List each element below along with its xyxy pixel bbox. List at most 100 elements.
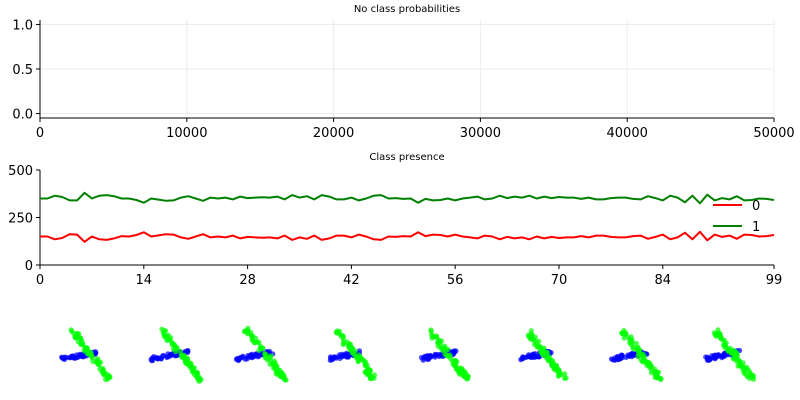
thumbnail-point-green	[262, 351, 268, 357]
thumbnail-point-green	[365, 366, 371, 372]
thumbnail-point-green	[198, 376, 204, 382]
mid-ytick-label: 250	[8, 212, 33, 227]
thumbnail-point-blue	[612, 355, 618, 361]
thumbnail-point-green	[437, 339, 443, 345]
top-ytick-label: 1.0	[12, 18, 33, 33]
thumbnail	[703, 327, 757, 382]
mid-xtick-label: 99	[766, 273, 783, 288]
thumbnail-point-blue	[531, 351, 537, 357]
legend-label-1: 1	[752, 220, 760, 235]
thumbnail-point-green	[540, 352, 546, 358]
thumbnail-point-green	[356, 355, 362, 361]
thumbnail-point-blue	[245, 353, 251, 359]
thumbnail-point-green	[347, 344, 353, 350]
series-line-0	[40, 230, 775, 243]
thumbnail-point-green	[638, 356, 644, 363]
thumbnail	[518, 328, 569, 381]
thumbnail-point-blue	[266, 348, 273, 354]
mid-xtick-label: 0	[36, 273, 44, 288]
thumbnail-point-green	[94, 359, 100, 365]
thumbnail-point-blue	[703, 354, 709, 360]
thumbnail-point-blue	[627, 352, 633, 359]
thumbnail-point-blue	[154, 355, 160, 361]
thumbnail-point-green	[730, 355, 737, 361]
top-chart-title: No class probabilities	[354, 4, 460, 15]
thumbnail-point-blue	[451, 348, 458, 354]
thumbnail-point-green	[649, 367, 655, 373]
thumbnail-point-green	[341, 340, 347, 346]
thumbnail	[233, 325, 289, 383]
thumbnail-point-green	[544, 349, 550, 355]
thumbnail-point-blue	[62, 356, 68, 362]
thumbnail-point-green	[190, 367, 196, 373]
thumbnail-point-green	[278, 373, 284, 380]
thumbnail-point-blue	[342, 353, 348, 359]
thumbnail-point-green	[458, 370, 464, 376]
top-xtick-label: 10000	[166, 126, 207, 141]
thumbnail-point-green	[748, 371, 754, 377]
legend: 0 1	[713, 199, 760, 235]
thumbnail-point-green	[90, 358, 96, 364]
thumbnail-point-blue	[164, 354, 170, 360]
thumbnail-point-blue	[618, 355, 624, 361]
thumbnail-point-green	[543, 355, 550, 361]
thumbnail-point-green	[164, 337, 170, 344]
thumbnail-point-green	[536, 344, 542, 351]
thumbnail-point-green	[715, 327, 721, 333]
thumbnail-point-green	[635, 344, 641, 350]
thumbnail-point-green	[536, 338, 542, 344]
thumbnail-point-green	[169, 342, 175, 348]
top-xtick-label: 30000	[460, 126, 501, 141]
thumbnail-point-green	[737, 362, 744, 368]
thumbnail-point-green	[182, 354, 188, 360]
thumbnail-point-green	[736, 358, 743, 364]
thumbnail-point-green	[461, 373, 467, 379]
thumbnail-point-blue	[518, 357, 524, 363]
thumbnail-point-green	[562, 371, 568, 377]
thumbnail-point-green	[432, 333, 438, 340]
thumbnail-point-green	[334, 330, 340, 336]
thumbnail-point-green	[658, 375, 664, 381]
mid-ytick-label: 0	[25, 259, 33, 274]
thumbnail-point-green	[366, 370, 372, 376]
series-line-1	[40, 191, 775, 205]
class-presence-plot: Class presence 0 14 28 42 56 70 84 99 0 250 500 0 …	[8, 152, 782, 288]
thumbnail	[148, 326, 204, 384]
thumbnail-point-green	[742, 369, 748, 375]
thumbnail-point-green	[271, 358, 277, 364]
thumbnail-point-green	[716, 332, 723, 338]
thumbnail-point-blue	[427, 354, 433, 360]
thumbnail-point-green	[725, 346, 731, 352]
thumbnail-point-green	[191, 372, 198, 378]
thumbnail-point-green	[185, 362, 191, 368]
thumbnail-point-blue	[75, 354, 81, 360]
thumbnail-point-green	[74, 330, 80, 336]
mid-xtick-label: 28	[239, 273, 256, 288]
thumbnail-point-green	[457, 365, 463, 371]
thumbnail-point-green	[655, 369, 662, 375]
thumbnail-point-green	[167, 335, 174, 341]
thumbnail-point-green	[465, 376, 471, 382]
thumbnail-point-green	[100, 367, 106, 373]
thumbnail-point-green	[442, 345, 448, 351]
thumbnail	[608, 327, 664, 383]
thumbnail-point-blue	[434, 352, 440, 358]
thumbnail-point-green	[245, 327, 251, 333]
thumbnail-point-blue	[421, 354, 427, 360]
thumbnail-point-green	[268, 353, 274, 359]
thumbnail-point-green	[362, 369, 368, 375]
thumbnail-point-green	[744, 374, 751, 380]
thumbnail-point-green	[279, 370, 285, 376]
thumbnail-point-green	[630, 346, 636, 352]
thumbnail-point-green	[550, 361, 556, 367]
top-xtick-label: 20000	[313, 126, 354, 141]
top-xtick-label: 40000	[607, 126, 648, 141]
mid-xtick-label: 14	[136, 273, 153, 288]
thumbnail-point-blue	[66, 355, 72, 361]
top-xtick-label: 0	[36, 126, 44, 141]
thumbnail-point-green	[251, 340, 257, 346]
thumbnail-point-green	[644, 360, 650, 367]
thumbnail-point-blue	[253, 351, 259, 357]
thumbnail-point-green	[528, 328, 534, 334]
